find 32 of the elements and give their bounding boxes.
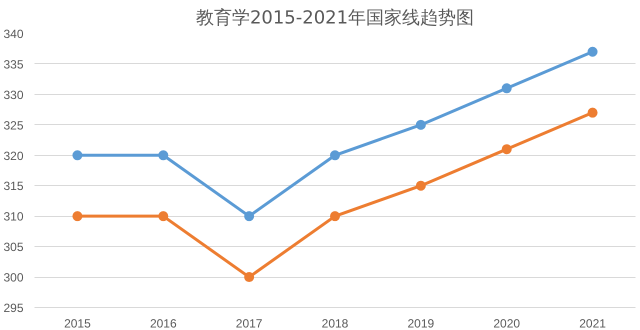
point bbox=[158, 211, 168, 222]
x-tick-label: 2015 bbox=[64, 316, 92, 330]
y-tick-label: 295 bbox=[3, 301, 24, 315]
point bbox=[502, 83, 512, 94]
y-tick-label: 335 bbox=[3, 57, 24, 72]
y-tick-label: 300 bbox=[3, 270, 24, 285]
x-tick-label: 2017 bbox=[236, 316, 263, 330]
x-tick-label: 2019 bbox=[408, 316, 435, 330]
x-tick-label: 2016 bbox=[150, 316, 177, 330]
point bbox=[330, 211, 340, 222]
y-tick-label: 305 bbox=[3, 240, 24, 254]
x-tick-label: 2021 bbox=[579, 316, 606, 330]
point bbox=[158, 150, 168, 160]
x-tick-label: 2018 bbox=[322, 316, 349, 330]
y-tick-label: 325 bbox=[3, 118, 24, 132]
chart-title: 教育学2015-2021年国家线趋势图 bbox=[196, 8, 474, 28]
point bbox=[588, 108, 598, 118]
point bbox=[330, 150, 340, 160]
y-tick-label: 340 bbox=[3, 27, 24, 41]
y-tick-label: 310 bbox=[3, 210, 24, 224]
point bbox=[72, 211, 82, 222]
x-tick-label: 2020 bbox=[493, 316, 520, 330]
point bbox=[416, 180, 426, 191]
y-tick-label: 330 bbox=[3, 88, 24, 102]
point bbox=[588, 46, 598, 57]
y-tick-label: 315 bbox=[3, 179, 24, 194]
point bbox=[72, 150, 82, 160]
point bbox=[502, 144, 512, 154]
y-tick-label: 320 bbox=[3, 148, 24, 163]
point bbox=[244, 272, 254, 282]
point bbox=[416, 120, 426, 130]
point bbox=[244, 211, 254, 222]
